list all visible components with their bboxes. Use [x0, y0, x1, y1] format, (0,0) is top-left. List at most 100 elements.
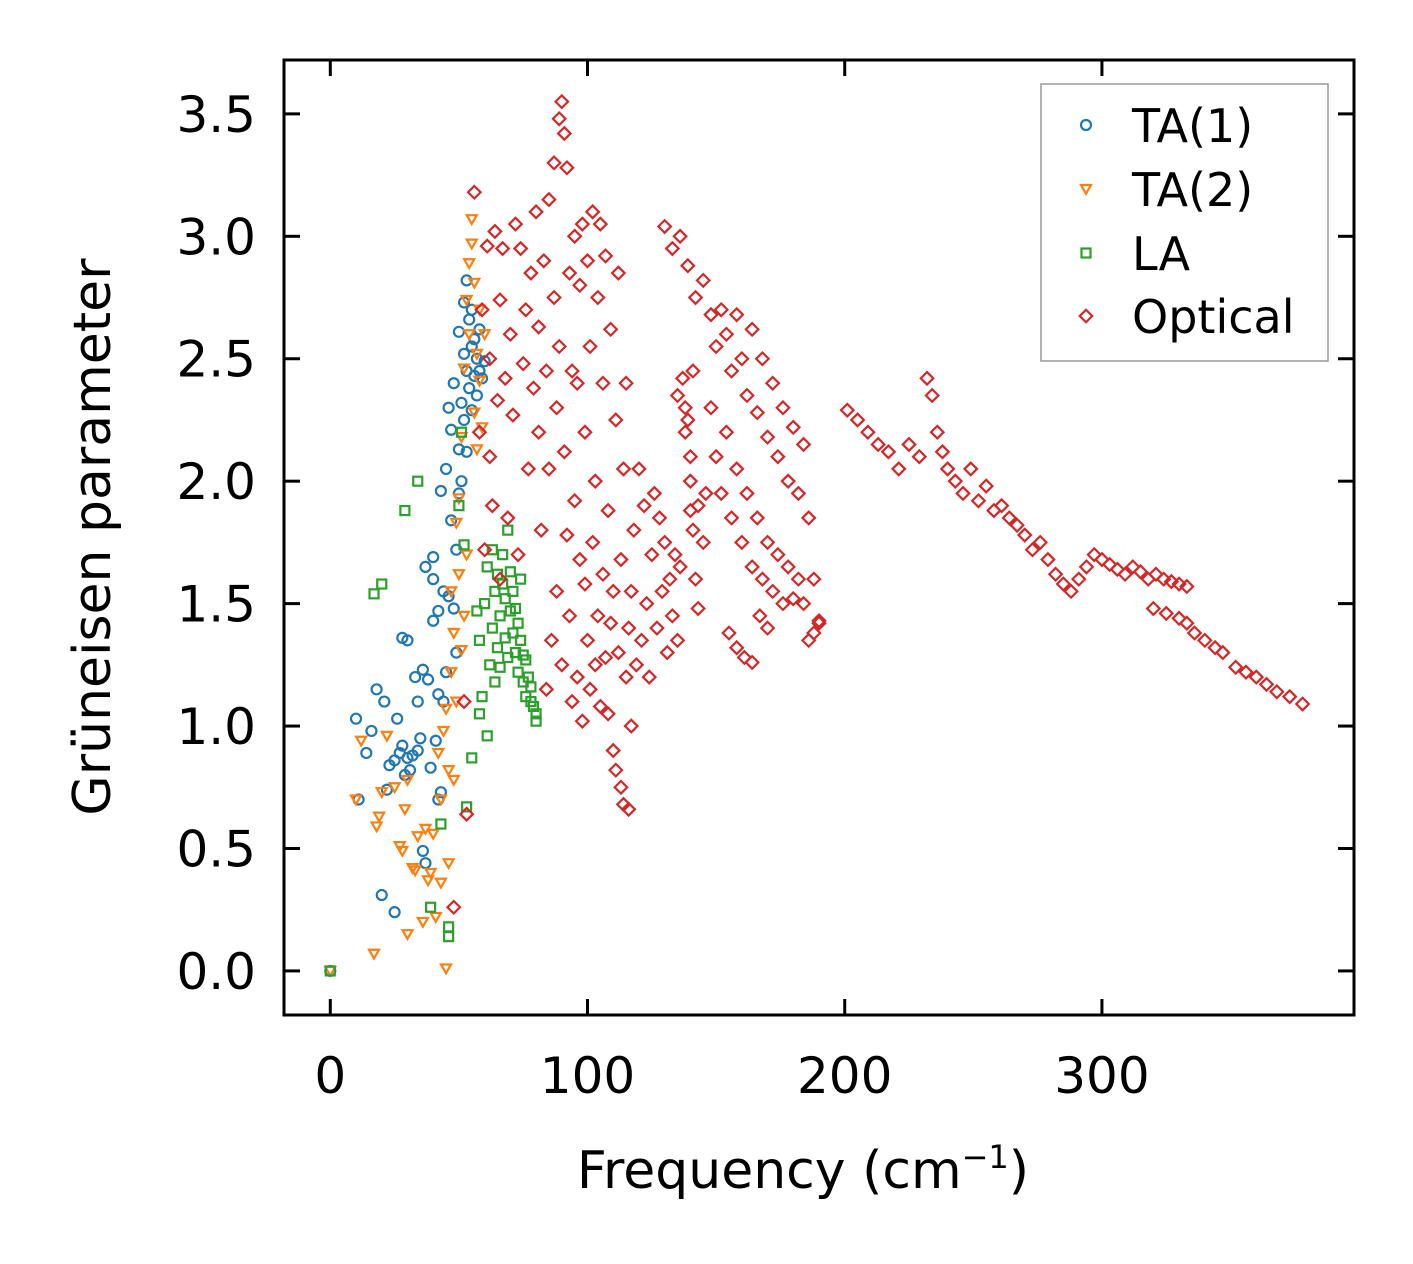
data-point-optical	[579, 252, 596, 269]
data-point-optical	[713, 301, 730, 318]
data-point-optical	[623, 583, 640, 600]
data-point-ta-1	[414, 732, 427, 745]
data-point-la	[458, 539, 470, 551]
data-point-la	[494, 661, 506, 673]
data-point-optical	[559, 527, 575, 543]
data-point-ta-1	[432, 604, 445, 618]
legend-label-la: LA	[1132, 227, 1191, 281]
data-point-optical	[633, 632, 650, 649]
data-point-ta-2	[374, 787, 389, 800]
data-point-optical	[723, 510, 740, 526]
data-point-optical	[682, 448, 699, 465]
data-point-optical	[744, 654, 760, 671]
data-point-optical	[736, 649, 753, 666]
data-point-optical	[561, 265, 578, 281]
data-point-optical	[759, 620, 776, 636]
data-point-optical	[476, 541, 493, 558]
data-point-la	[479, 598, 491, 610]
data-point-optical	[607, 762, 624, 778]
data-point-optical	[574, 713, 591, 729]
legend-markers	[1078, 118, 1094, 324]
data-point-optical	[502, 326, 519, 343]
data-point-optical	[564, 363, 580, 379]
data-point-optical	[682, 473, 699, 489]
x-tick-label: 200	[797, 1047, 892, 1105]
data-point-optical	[1171, 610, 1187, 627]
data-point-optical	[677, 424, 694, 441]
data-point-optical	[515, 355, 532, 372]
data-point-optical	[610, 265, 627, 281]
data-point-optical	[589, 608, 606, 624]
data-point-optical	[680, 412, 696, 428]
data-point-ta-2	[472, 375, 487, 388]
data-point-la	[520, 654, 532, 666]
data-point-la	[455, 426, 468, 438]
data-point-optical	[1163, 573, 1180, 590]
data-point-ta-1	[457, 413, 471, 427]
data-point-optical	[1215, 644, 1231, 661]
data-point-optical	[759, 429, 776, 445]
data-point-optical	[644, 546, 660, 563]
data-point-la	[509, 602, 522, 615]
data-point-optical	[708, 448, 724, 465]
data-point-la	[530, 708, 542, 720]
data-point-optical	[445, 899, 462, 916]
data-point-optical	[484, 497, 501, 514]
data-point-ta-1	[409, 670, 422, 684]
data-point-optical	[806, 571, 822, 587]
data-point-optical	[790, 571, 807, 587]
y-axis-label: Grüneisen parameter	[63, 258, 123, 816]
data-point-la	[484, 659, 496, 671]
data-point-ta-1	[445, 514, 458, 527]
data-point-optical	[860, 424, 876, 441]
data-point-optical	[492, 571, 508, 587]
data-point-optical	[728, 639, 745, 656]
data-point-optical	[561, 608, 578, 624]
data-point-ta-2	[477, 329, 492, 342]
data-point-ta-2	[436, 725, 451, 738]
data-point-optical	[553, 93, 570, 110]
data-point-optical	[780, 559, 796, 575]
data-point-ta-2	[400, 774, 415, 787]
data-point-ta-1	[396, 739, 409, 752]
data-point-optical	[1001, 510, 1018, 526]
data-point-ta-2	[452, 569, 466, 582]
data-point-la	[489, 585, 501, 597]
data-point-optical	[1132, 563, 1149, 580]
y-tick-label: 2.0	[176, 453, 256, 511]
data-point-ta-1	[442, 401, 455, 414]
data-point-optical	[613, 779, 629, 796]
data-point-optical	[505, 407, 521, 423]
data-point-la	[491, 642, 504, 654]
data-point-optical	[811, 612, 827, 629]
data-point-optical	[646, 485, 663, 502]
data-point-optical	[690, 600, 706, 617]
data-point-ta-2	[397, 804, 412, 817]
data-point-ta-1	[434, 786, 447, 799]
data-points-layer	[323, 93, 1311, 978]
data-point-optical	[970, 492, 987, 509]
data-point-ta-2	[426, 828, 441, 841]
series-la	[324, 426, 542, 977]
data-point-optical	[592, 216, 609, 232]
data-point-optical	[759, 534, 776, 551]
data-point-optical	[1040, 551, 1056, 568]
data-point-optical	[548, 583, 565, 600]
data-point-optical	[790, 485, 807, 502]
data-point-la	[481, 561, 493, 573]
data-point-optical	[569, 669, 586, 685]
data-point-optical	[662, 571, 678, 587]
data-point-optical	[530, 424, 547, 441]
data-point-optical	[713, 485, 730, 502]
data-point-ta-1	[421, 673, 435, 686]
data-point-ta-1	[427, 573, 440, 586]
data-point-ta-1	[388, 906, 401, 919]
data-point-optical	[569, 375, 586, 392]
data-point-optical	[739, 485, 755, 502]
data-point-ta-2	[464, 214, 479, 227]
data-point-optical	[566, 228, 583, 245]
data-point-optical	[1186, 625, 1203, 641]
data-point-optical	[754, 571, 771, 587]
data-point-optical	[582, 338, 598, 355]
data-point-optical	[880, 443, 897, 460]
